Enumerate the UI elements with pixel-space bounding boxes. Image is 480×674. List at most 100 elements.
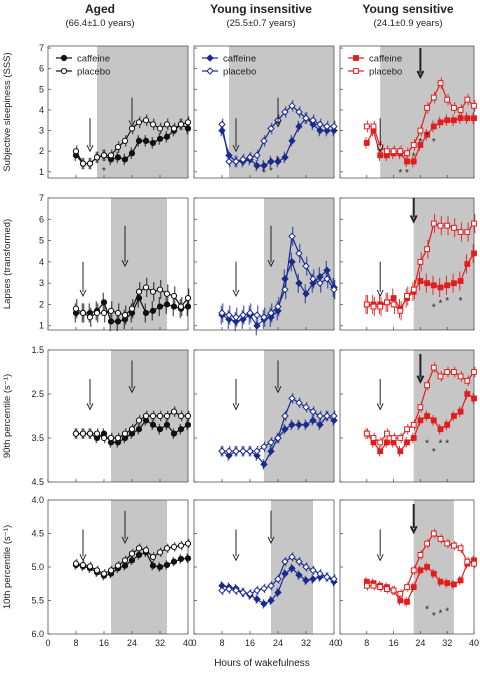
marker-placebo [107,307,115,314]
marker-placebo [163,121,171,128]
marker-placebo [121,311,129,319]
marker-placebo [437,535,444,542]
marker-placebo [309,116,317,124]
marker-placebo [471,369,477,375]
marker-placebo [424,246,431,252]
y-tick-label: 3 [39,278,44,288]
marker-placebo [260,443,268,451]
arrow-head [274,120,282,128]
marker-caffeine [281,569,289,578]
marker-caffeine [424,564,431,570]
marker-placebo [363,301,370,308]
legend-marker-caffeine [206,54,214,62]
marker-placebo [397,435,404,441]
marker-placebo [410,286,417,293]
marker-caffeine [404,158,410,165]
y-tick-label: 5.5 [31,596,44,606]
marker-placebo [93,430,101,437]
marker-placebo [330,575,338,583]
column-title-young-insensitive: Young insensitive [210,2,312,16]
marker-caffeine [274,588,282,597]
marker-placebo [370,582,377,589]
y-tick-label: 2 [39,146,44,156]
marker-placebo [218,447,226,455]
marker-placebo [121,137,129,144]
marker-caffeine [184,303,192,310]
marker-caffeine [156,135,164,142]
marker-caffeine [114,154,122,161]
significance-star: * [276,155,280,166]
x-tick-label: 40 [329,638,339,648]
marker-placebo [114,143,122,151]
marker-placebo [316,569,324,578]
plot-frame [193,197,335,331]
marker-placebo [316,279,324,287]
marker-caffeine [464,115,471,122]
marker-caffeine [471,115,477,122]
marker-caffeine [302,576,310,585]
marker-caffeine [295,122,303,131]
marker-caffeine [397,448,404,455]
marker-placebo [417,258,424,265]
panel-p90-young-sensitive: *** * [339,349,477,483]
marker-placebo [295,108,303,116]
x-tick-label: 24 [415,638,425,648]
y-tick-label: 2 [39,299,44,309]
marker-caffeine [424,413,431,419]
marker-placebo [437,373,444,380]
marker-placebo [309,407,317,416]
marker-caffeine [149,562,157,569]
legend-marker-caffeine [353,55,359,61]
marker-caffeine [430,282,437,289]
marker-placebo [135,545,143,552]
marker-caffeine [309,416,317,425]
marker-placebo [86,314,94,321]
marker-placebo [363,430,370,437]
row-axis-labels: Subjective sleepiness (SSS) Lapses (trans… [2,52,13,609]
x-tick-label: 16 [245,638,255,648]
legend-label-caffeine: caffeine [369,54,402,65]
legend-label-caffeine: caffeine [223,54,256,65]
marker-placebo [267,582,275,590]
marker-placebo [253,151,261,160]
marker-placebo [457,229,464,235]
marker-placebo [404,426,410,433]
marker-placebo [471,560,477,567]
significance-star: * [405,168,409,179]
marker-placebo [471,102,477,109]
marker-caffeine [281,153,289,162]
marker-placebo [170,543,178,551]
marker-caffeine [444,421,451,428]
significance-star: * [269,166,273,177]
marker-placebo [142,412,150,420]
marker-placebo [464,377,471,384]
arrow-head [267,536,275,544]
significance-star: * [445,438,449,449]
marker-placebo [295,557,303,566]
marker-placebo [225,157,233,166]
column-subtitle-aged: (66.4±1.0 years) [65,18,134,29]
marker-caffeine [170,430,178,437]
marker-caffeine [302,290,310,298]
legend-label-placebo: placebo [223,67,256,78]
marker-caffeine [457,577,464,584]
marker-caffeine [437,119,444,126]
marker-placebo [404,584,410,591]
marker-placebo [163,290,171,297]
plot-frame [47,45,189,179]
arrow-head [232,554,240,562]
marker-placebo [72,148,80,155]
marker-caffeine [302,421,310,429]
legend-label-placebo: placebo [369,67,402,78]
marker-placebo [239,588,247,597]
y-tick-label: 3 [39,126,44,136]
marker-caffeine [142,309,150,317]
marker-caffeine [295,421,303,429]
legend-marker-placebo [60,67,68,75]
x-tick-label: 32 [301,638,311,648]
marker-caffeine [410,584,417,591]
marker-caffeine [121,156,129,163]
x-tick-label: 8 [73,638,78,648]
y-tick-label: 7 [39,193,44,203]
